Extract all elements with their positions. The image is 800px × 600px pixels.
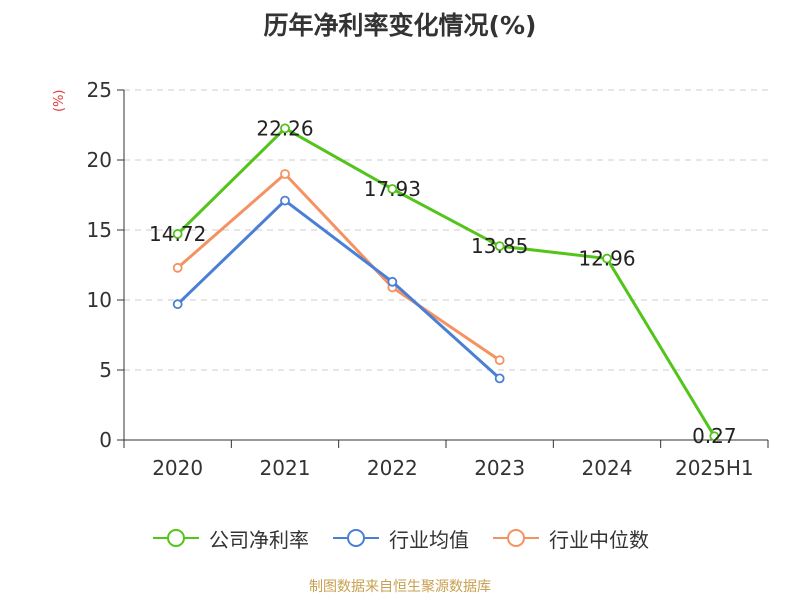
data-label: 0.27 bbox=[692, 424, 737, 448]
data-point bbox=[602, 253, 612, 264]
axes: 0 5 10 15 20 25 2020 2021 2022 2023 2024 2025H1 bbox=[87, 78, 769, 480]
data-label: 13.85 bbox=[471, 234, 528, 258]
x-tick-label: 2025H1 bbox=[675, 456, 754, 480]
grid-lines bbox=[124, 89, 768, 371]
data-point bbox=[280, 195, 290, 206]
y-tick-label: 15 bbox=[87, 218, 112, 242]
legend-item[interactable]: 行业中位数 bbox=[491, 524, 649, 553]
data-point bbox=[172, 262, 183, 273]
legend-label: 公司净利率 bbox=[209, 527, 309, 552]
data-label: 14.72 bbox=[149, 222, 206, 246]
data-point bbox=[280, 169, 290, 179]
legend-label: 行业均值 bbox=[389, 527, 469, 552]
y-tick-label: 20 bbox=[87, 148, 112, 172]
x-tick-label: 2021 bbox=[260, 456, 311, 480]
legend-label: 行业中位数 bbox=[549, 527, 649, 552]
data-label: 22.26 bbox=[256, 116, 313, 140]
data-point bbox=[494, 373, 505, 384]
y-tick-label: 25 bbox=[87, 78, 112, 102]
legend-marker-icon bbox=[333, 529, 379, 547]
legend-marker-icon bbox=[493, 529, 539, 547]
data-point bbox=[387, 184, 398, 194]
data-point bbox=[280, 123, 290, 134]
legend: 公司净利率 行业均值 行业中位数 bbox=[0, 520, 800, 556]
data-point bbox=[172, 299, 183, 310]
series-line bbox=[176, 172, 501, 362]
y-tick-label: 5 bbox=[99, 358, 112, 382]
chart-title: 历年净利率变化情况(%) bbox=[263, 11, 537, 40]
data-point bbox=[172, 229, 183, 239]
series-line bbox=[176, 126, 716, 437]
legend-marker-icon bbox=[153, 529, 199, 547]
series-line bbox=[176, 199, 501, 380]
data-labels: 14.72 22.26 17.93 13.85 12.96 0.27 bbox=[149, 116, 737, 448]
x-tick-label: 2023 bbox=[474, 456, 525, 480]
data-point bbox=[494, 355, 505, 366]
legend-item[interactable]: 行业均值 bbox=[331, 524, 469, 553]
data-point bbox=[494, 241, 505, 252]
y-tick-label: 10 bbox=[87, 288, 112, 312]
source-note: 制图数据来自恒生聚源数据库 bbox=[309, 579, 491, 595]
data-label: 12.96 bbox=[578, 247, 635, 271]
x-tick-label: 2024 bbox=[582, 456, 633, 480]
y-tick-label: 0 bbox=[99, 428, 112, 452]
x-tick-label: 2022 bbox=[367, 456, 418, 480]
data-point bbox=[387, 276, 398, 287]
series-group bbox=[172, 123, 720, 442]
data-point bbox=[709, 431, 720, 442]
x-tick-label: 2020 bbox=[152, 456, 203, 480]
legend-item[interactable]: 公司净利率 bbox=[151, 524, 309, 553]
data-label: 17.93 bbox=[364, 177, 421, 201]
